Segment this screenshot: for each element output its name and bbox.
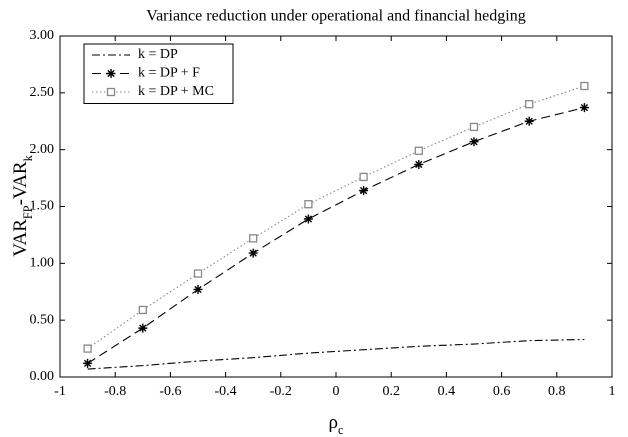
x-tick-label: 0 [333,384,340,399]
chart-title: Variance reduction under operational and… [146,8,525,25]
label-part: ρ [329,412,338,433]
label-part: VAR [10,219,31,257]
marker [304,200,313,209]
marker [83,344,92,353]
x-tick-label: -0.8 [104,384,126,399]
y-tick-label: 2.00 [30,142,55,157]
marker [359,186,369,196]
y-tick-label: 1.50 [30,199,55,214]
marker [580,81,589,91]
y-tick-label: 0.00 [30,369,55,384]
series-line [87,85,585,350]
subscript: k [21,154,35,161]
x-tick-label: 0.2 [382,384,400,399]
series-line [87,107,585,364]
legend-label: k = DP [138,47,178,62]
marker [138,323,148,333]
marker [303,214,313,224]
x-tick-label: -0.4 [215,384,237,399]
marker [524,116,534,126]
series-line [87,338,585,370]
legend-label: k = DP + MC [138,84,214,99]
label-part: -VAR [10,161,31,205]
subscript: FP [21,205,35,219]
marker [106,69,116,78]
marker [106,87,116,97]
y-tick-label: 0.50 [30,312,55,327]
marker [248,248,258,258]
marker [469,137,479,147]
marker [249,234,258,243]
marker [414,159,424,169]
legend-label: k = DP + F [138,66,200,81]
y-tick-label: 1.00 [30,256,55,271]
x-tick-label: -0.2 [270,384,292,399]
marker [414,146,423,155]
marker [138,305,147,315]
marker [359,172,368,182]
y-tick-label: 2.50 [30,85,55,100]
xlabel: ρc [329,412,344,436]
ylabel: VARFP-VARk [10,154,34,256]
marker [469,122,479,132]
subscript: c [338,423,344,437]
x-tick-label: 0.6 [493,384,511,399]
x-tick-label: 0.8 [548,384,566,399]
y-tick-label: 3.00 [30,28,55,43]
marker [83,358,93,368]
marker [193,269,203,278]
marker [579,103,589,113]
marker [525,100,534,109]
x-tick-label: 0.4 [438,384,456,399]
x-tick-label: 1 [609,384,616,399]
x-tick-label: -1 [54,384,66,399]
x-tick-label: -0.6 [159,384,181,399]
marker [193,284,203,294]
